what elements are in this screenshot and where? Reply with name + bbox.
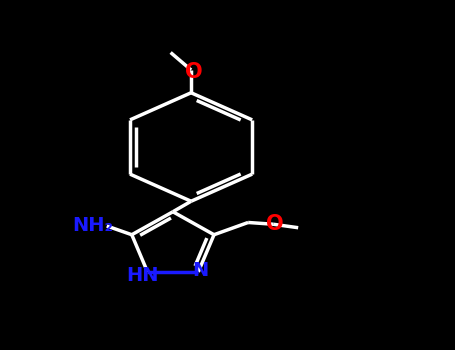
Text: HN: HN	[126, 266, 159, 285]
Text: N: N	[192, 261, 209, 280]
Text: O: O	[266, 214, 284, 234]
Text: NH₂: NH₂	[73, 217, 114, 236]
Text: O: O	[185, 62, 202, 82]
